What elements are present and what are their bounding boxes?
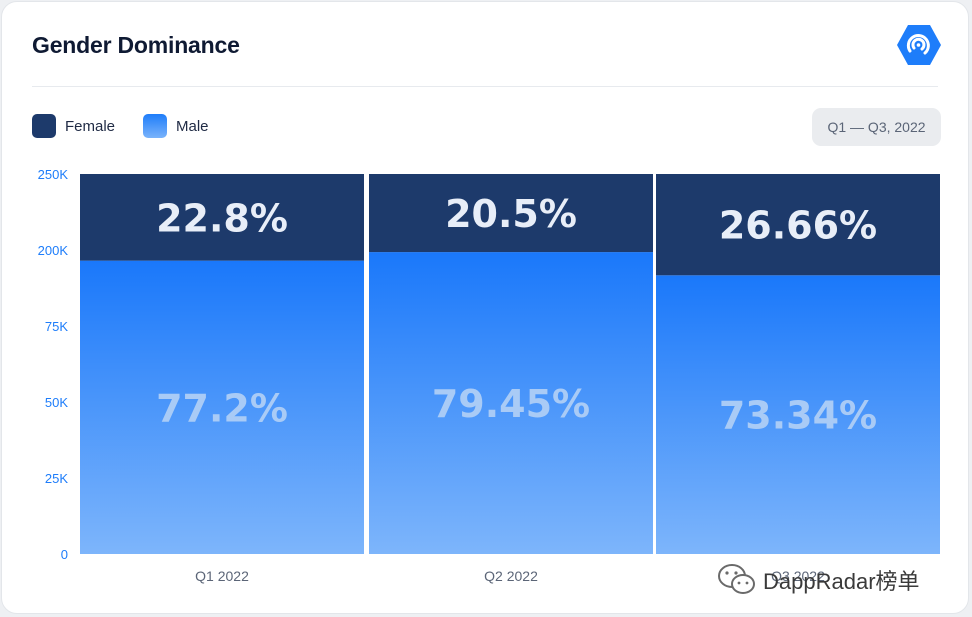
bar-male bbox=[80, 260, 364, 554]
watermark: DappRadar榜单 bbox=[717, 562, 920, 598]
legend-swatch-female bbox=[32, 114, 56, 138]
dappradar-logo-icon[interactable] bbox=[896, 24, 942, 66]
watermark-text: DappRadar榜单 bbox=[763, 569, 920, 594]
x-tick-label: Q3 2022 bbox=[771, 568, 825, 584]
x-tick-label: Q1 2022 bbox=[195, 568, 249, 584]
y-tick-label: 50K bbox=[45, 395, 68, 410]
chart-title: Gender Dominance bbox=[32, 32, 240, 58]
data-label-male: 77.2% bbox=[156, 386, 288, 430]
bar-female bbox=[80, 174, 364, 261]
legend-item-female[interactable]: Female bbox=[32, 114, 115, 138]
bar-female bbox=[369, 174, 653, 253]
data-label-female: 22.8% bbox=[156, 196, 288, 240]
wechat-icon bbox=[718, 564, 755, 594]
date-range-selector[interactable]: Q1 — Q3, 2022 bbox=[812, 108, 941, 146]
y-tick-label: 0 bbox=[61, 547, 68, 562]
legend-swatch-male bbox=[143, 114, 167, 138]
y-tick-label: 75K bbox=[45, 319, 68, 334]
y-tick-label: 250K bbox=[38, 167, 69, 182]
legend-label-female: Female bbox=[65, 117, 116, 135]
bar-male bbox=[656, 275, 940, 554]
data-label-male: 79.45% bbox=[432, 382, 590, 426]
x-tick-label: Q2 2022 bbox=[484, 568, 538, 584]
bar-male bbox=[369, 252, 653, 554]
y-tick-label: 25K bbox=[45, 471, 68, 486]
y-tick-label: 200K bbox=[38, 243, 69, 258]
header-divider bbox=[32, 86, 938, 87]
legend-item-male[interactable]: Male bbox=[143, 114, 209, 138]
legend-label-male: Male bbox=[176, 117, 209, 135]
bar-female bbox=[656, 174, 940, 276]
data-label-male: 73.34% bbox=[719, 394, 877, 438]
data-label-female: 20.5% bbox=[445, 192, 577, 236]
data-label-female: 26.66% bbox=[719, 204, 877, 248]
